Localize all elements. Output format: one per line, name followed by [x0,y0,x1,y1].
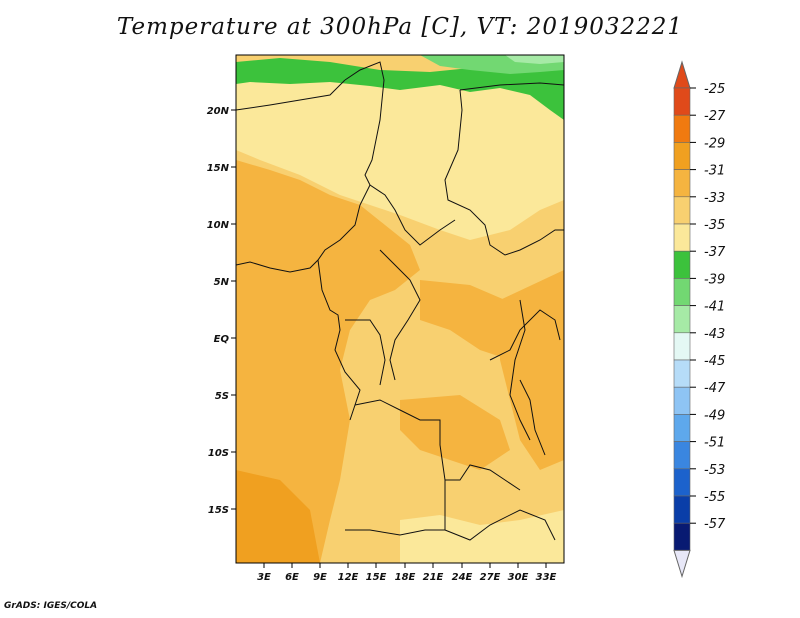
lon-label-33e: 33E [536,572,557,583]
field-warm-central [420,280,520,360]
colorbar-swatch [673,250,691,279]
colorbar: -25 -27 -29 -31 -33 -35 -37 -39 -41 -43 -45 -47 -49 -… [673,60,726,579]
lon-label-15e: 15E [366,572,387,583]
lat-label-15s: 15S [208,505,229,516]
lon-label-12e: 12E [338,572,359,583]
field-light-south [400,510,564,563]
map-title: Temperature at 300hPa [C], VT: 201903222… [116,14,684,40]
colorbar-bottom-arrow [673,549,691,579]
field-palegreen-corner [505,55,564,64]
lat-label-5n: 5N [214,277,230,288]
colorbar-label: -35 [704,218,725,233]
lon-axis: 3E 6E 9E 12E 15E 18E 21E 24E 27E 30E 33E [257,563,557,583]
colorbar-label: -33 [704,191,725,206]
plot-frame [235,54,565,564]
colorbar-label: -39 [704,272,725,287]
lon-label-6e: 6E [285,572,299,583]
field-warm-west [236,160,420,563]
field-warm-south [400,395,510,470]
colorbar-swatch [673,441,691,470]
colorbar-swatch [673,169,691,198]
temperature-field [236,55,564,563]
colorbar-swatch [673,359,691,388]
colorbar-label: -37 [704,245,726,260]
lat-label-5s: 5S [215,391,229,402]
colorbar-label: -47 [704,381,726,396]
colorbar-label: -45 [704,354,725,369]
colorbar-swatch [673,87,691,116]
colorbar-top-arrow [673,60,691,89]
colorbar-swatch [673,196,691,225]
colorbar-swatch [673,522,691,551]
lat-label-eq: EQ [214,334,230,345]
lat-label-10n: 10N [207,220,230,231]
colorbar-swatch [673,386,691,415]
colorbar-label: -51 [704,436,725,451]
field-light-north [236,80,564,240]
colorbar-swatch [673,223,691,252]
colorbar-swatch [673,278,691,306]
colorbar-label: -29 [704,136,725,151]
colorbar-swatch [673,332,691,361]
lon-label-9e: 9E [313,572,327,583]
field-green-north [236,58,564,120]
colorbar-label: -53 [704,463,725,478]
lon-label-30e: 30E [508,572,529,583]
lon-label-21e: 21E [423,572,444,583]
colorbar-swatch [673,305,691,334]
field-warmer-sw [236,470,320,563]
lat-axis: 20N 15N 10N 5N EQ 5S 10S 15S [207,106,236,516]
colorbar-label: -57 [704,517,726,532]
lon-label-3e: 3E [257,572,271,583]
colorbar-label: -55 [704,490,725,505]
colorbar-label: -27 [704,109,726,124]
colorbar-swatch [673,495,691,524]
lon-label-18e: 18E [395,572,416,583]
colorbar-swatch [673,414,691,442]
colorbar-swatch [673,468,691,497]
field-warm-east [500,270,564,470]
colorbar-label: -49 [704,408,725,423]
lat-label-10s: 10S [208,448,229,459]
lon-label-27e: 27E [480,572,501,583]
lat-label-15n: 15N [207,163,230,174]
colorbar-swatch [673,142,691,170]
country-borders [236,61,564,541]
colorbar-label: -31 [704,164,725,179]
colorbar-swatch [673,114,691,143]
lat-label-20n: 20N [207,106,230,117]
grads-credit: GrADS: IGES/COLA [4,601,98,611]
lon-label-24e: 24E [452,572,473,583]
colorbar-label: -43 [704,327,725,342]
colorbar-label: -25 [704,82,725,97]
colorbar-label: -41 [704,300,725,315]
